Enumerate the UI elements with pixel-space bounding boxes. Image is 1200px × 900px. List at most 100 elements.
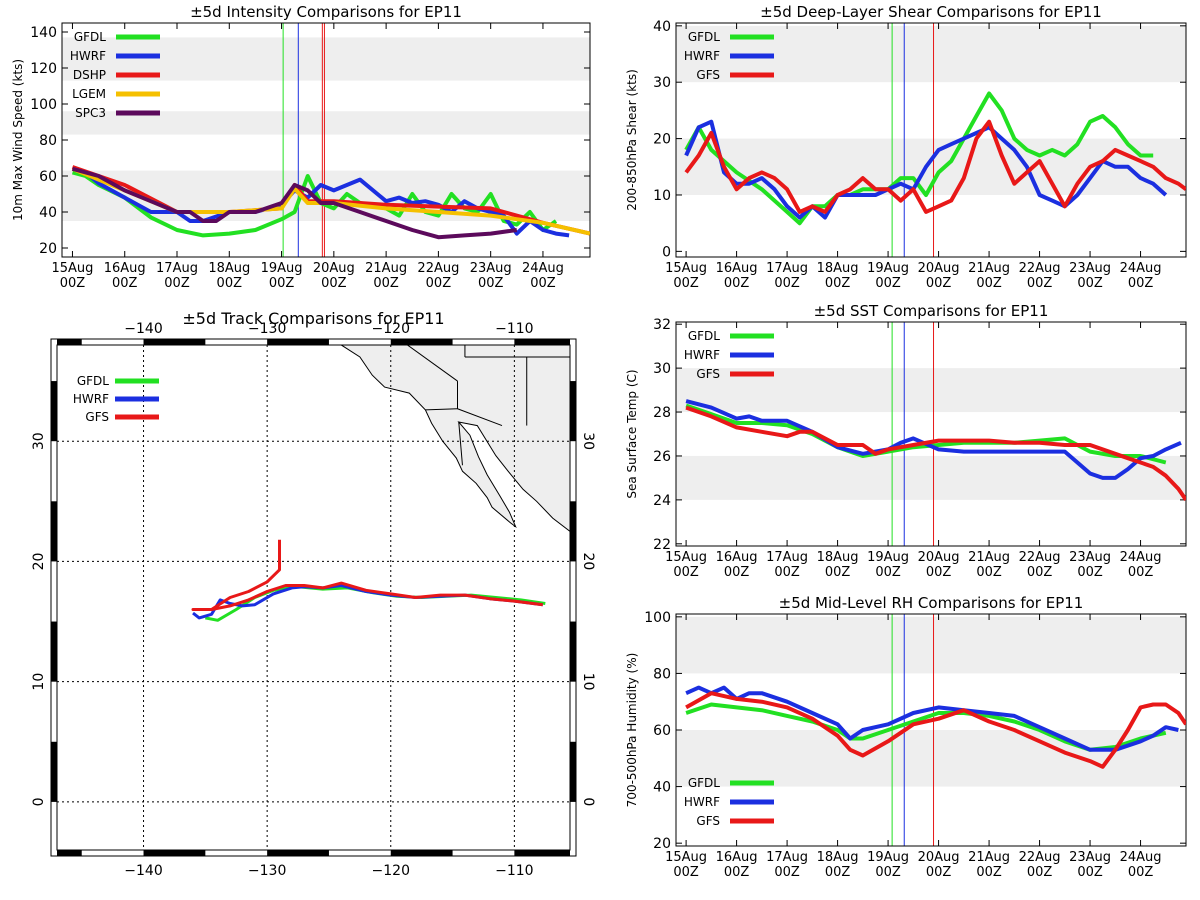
sst-ytick-label: 30 xyxy=(653,361,671,377)
lon-label-top: −140 xyxy=(124,321,162,337)
map-border-tick-right xyxy=(570,741,576,802)
state-border-ca-nv-diag xyxy=(406,345,458,382)
map-border-tick-left xyxy=(51,621,57,682)
shear-ytick-label: 0 xyxy=(662,244,671,260)
intensity-legend-label: DSHP xyxy=(73,68,106,82)
sst-xtick-hour: 00Z xyxy=(825,565,851,580)
rh-xtick-date: 19Aug xyxy=(867,850,909,865)
intensity-xtick-hour: 00Z xyxy=(269,276,295,291)
rh-xtick-date: 21Aug xyxy=(968,850,1010,865)
rh-series-gfs xyxy=(685,691,1186,769)
track-land-layer xyxy=(340,345,570,533)
sst-legend-label: GFS xyxy=(696,367,720,381)
us-mexico-border-east xyxy=(457,408,503,427)
intensity-ytick-label: 40 xyxy=(39,205,57,221)
shear-plot-frame xyxy=(675,22,1187,258)
map-border-tick-right xyxy=(570,501,576,562)
coastline-land xyxy=(340,345,570,533)
intensity-xtick-date: 15Aug xyxy=(51,261,93,276)
intensity-xtick-date: 18Aug xyxy=(208,261,250,276)
rh-chart: 2040608010015Aug00Z16Aug00Z17Aug00Z18Aug… xyxy=(625,594,1187,880)
map-border-tick-top xyxy=(267,339,329,345)
shear-series-gfdl xyxy=(684,91,1154,226)
shear-ytick-label: 30 xyxy=(653,75,671,91)
shear-xtick-hour: 00Z xyxy=(825,276,851,291)
sst-series-gfdl xyxy=(685,403,1167,465)
shear-xtick-date: 17Aug xyxy=(766,261,808,276)
intensity-series-gfdl xyxy=(71,170,558,238)
lon-label-bottom: −120 xyxy=(372,863,410,879)
sst-ytick-label: 32 xyxy=(653,317,671,333)
intensity-xtick-hour: 00Z xyxy=(112,276,138,291)
sst-xtick-date: 19Aug xyxy=(867,550,909,565)
rh-band-1 xyxy=(676,616,1186,674)
rh-xtick-hour: 00Z xyxy=(1128,865,1154,880)
sst-xtick-date: 15Aug xyxy=(665,550,707,565)
rh-xtick-hour: 00Z xyxy=(825,865,851,880)
rh-title: ±5d Mid-Level RH Comparisons for EP11 xyxy=(779,594,1084,612)
rh-xtick-date: 23Aug xyxy=(1069,850,1111,865)
shear-xtick-date: 19Aug xyxy=(867,261,909,276)
sst-xtick-hour: 00Z xyxy=(774,565,800,580)
sst-ytick-label: 28 xyxy=(653,405,671,421)
rh-ytick-label: 80 xyxy=(653,666,671,682)
intensity-xtick-hour: 00Z xyxy=(478,276,504,291)
sst-xtick-hour: 00Z xyxy=(1128,565,1154,580)
rh-xtick-hour: 00Z xyxy=(724,865,750,880)
intensity-xtick-hour: 00Z xyxy=(530,276,556,291)
sst-xtick-date: 24Aug xyxy=(1120,550,1162,565)
sst-xtick-hour: 00Z xyxy=(976,565,1002,580)
intensity-xtick-date: 17Aug xyxy=(156,261,198,276)
rh-xtick-hour: 00Z xyxy=(1077,865,1103,880)
rh-ytick-label: 20 xyxy=(653,836,671,852)
map-border-tick-top xyxy=(514,339,570,345)
sst-xtick-date: 23Aug xyxy=(1069,550,1111,565)
intensity-ytick-label: 80 xyxy=(39,133,57,149)
sst-xtick-date: 20Aug xyxy=(918,550,960,565)
map-border-tick-bottom xyxy=(57,850,82,856)
track-legend-label: GFDL xyxy=(77,374,109,388)
shear-series-hwrf xyxy=(684,119,1168,220)
shear-xtick-hour: 00Z xyxy=(875,276,901,291)
lat-label-left: 0 xyxy=(31,797,47,806)
sst-ytick-label: 24 xyxy=(653,493,671,509)
intensity-xtick-hour: 00Z xyxy=(164,276,190,291)
sst-xtick-hour: 00Z xyxy=(673,565,699,580)
rh-legend-label: GFS xyxy=(696,814,720,828)
sst-xtick-date: 17Aug xyxy=(766,550,808,565)
shear-ytick-label: 20 xyxy=(653,132,671,148)
sst-ylabel: Sea Surface Temp (C) xyxy=(625,369,639,498)
map-border-tick-left xyxy=(51,381,57,442)
map-border-tick-bottom xyxy=(390,850,453,856)
lat-label-left: 20 xyxy=(31,553,47,571)
map-border-tick-bottom xyxy=(143,850,206,856)
rh-xtick-date: 15Aug xyxy=(665,850,707,865)
shear-ytick-label: 40 xyxy=(653,19,671,35)
lat-label-right: 10 xyxy=(580,673,596,691)
shear-xtick-date: 24Aug xyxy=(1120,261,1162,276)
sst-xtick-hour: 00Z xyxy=(926,565,952,580)
rh-ytick-label: 60 xyxy=(653,723,671,739)
lat-label-right: 30 xyxy=(580,432,596,450)
intensity-xtick-date: 20Aug xyxy=(313,261,355,276)
track-legend-label: GFS xyxy=(85,410,109,424)
intensity-legend-label: LGEM xyxy=(72,87,106,101)
intensity-legend-label: HWRF xyxy=(70,49,106,63)
shear-legend-label: GFS xyxy=(696,68,720,82)
rh-xtick-hour: 00Z xyxy=(926,865,952,880)
us-mexico-border xyxy=(425,408,458,411)
shear-xtick-hour: 00Z xyxy=(1027,276,1053,291)
intensity-ytick-label: 140 xyxy=(30,25,57,41)
intensity-chart: 2040608010012014015Aug00Z16Aug00Z17Aug00… xyxy=(11,3,591,291)
rh-ytick-label: 100 xyxy=(644,610,671,626)
intensity-xtick-hour: 00Z xyxy=(321,276,347,291)
sst-ytick-label: 22 xyxy=(653,537,671,553)
shear-chart: 01020304015Aug00Z16Aug00Z17Aug00Z18Aug00… xyxy=(625,3,1187,291)
rh-ylabel: 700-500hPa Humidity (%) xyxy=(625,653,639,808)
lat-label-left: 10 xyxy=(31,673,47,691)
rh-legend-label: HWRF xyxy=(684,795,720,809)
shear-xtick-date: 23Aug xyxy=(1069,261,1111,276)
map-border-tick-left xyxy=(51,741,57,802)
intensity-xtick-date: 23Aug xyxy=(470,261,512,276)
rh-xtick-date: 17Aug xyxy=(766,850,808,865)
